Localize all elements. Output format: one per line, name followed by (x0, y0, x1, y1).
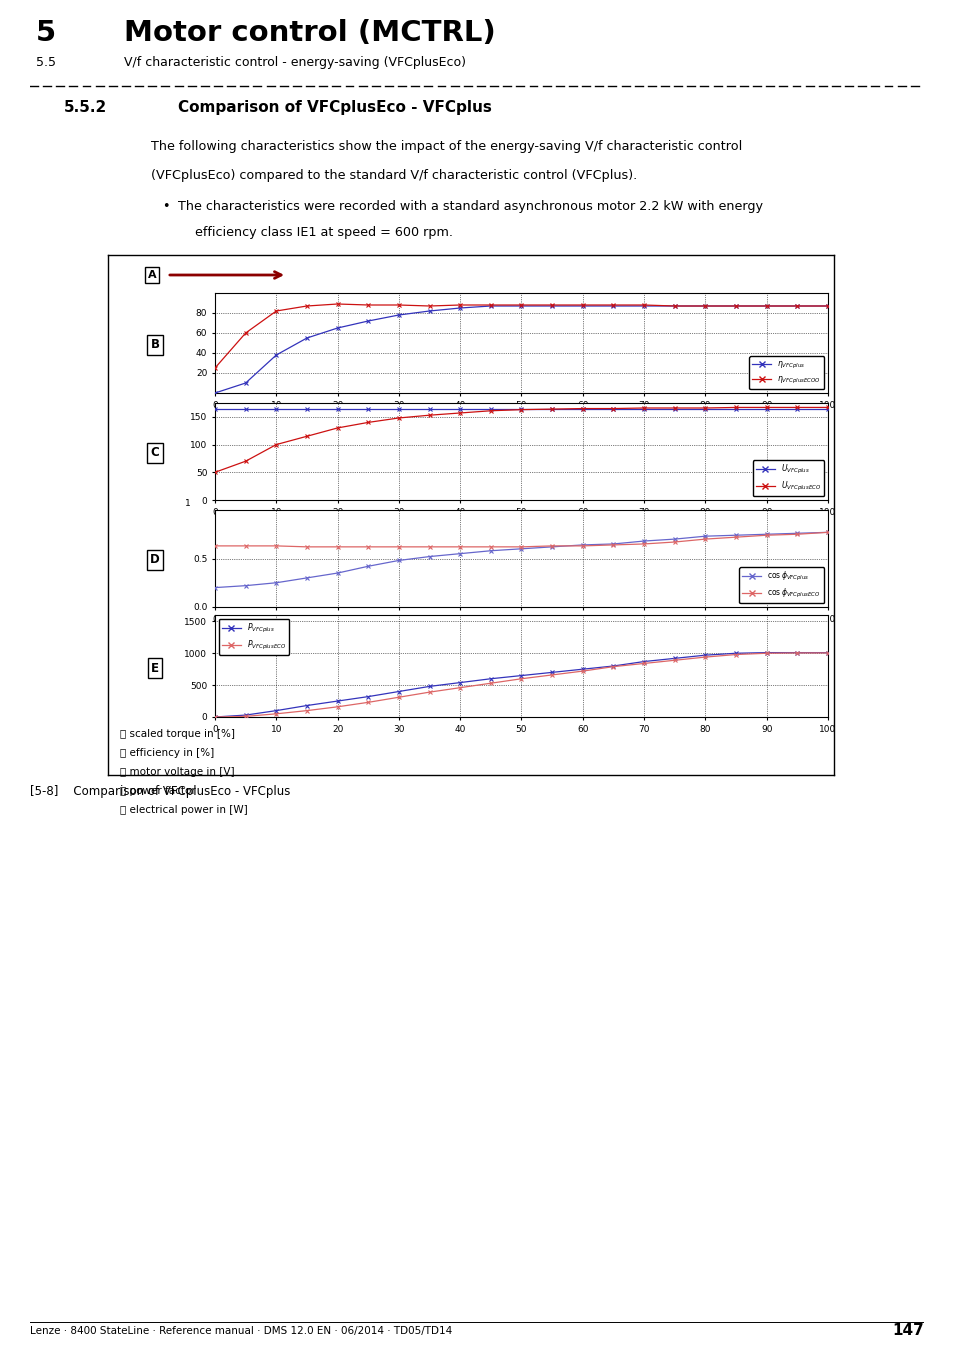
Text: Lenze · 8400 StateLine · Reference manual · DMS 12.0 EN · 06/2014 · TD05/TD14: Lenze · 8400 StateLine · Reference manua… (30, 1326, 452, 1335)
Text: C: C (151, 447, 159, 459)
Text: Motor control (MCTRL): Motor control (MCTRL) (124, 19, 496, 47)
Text: The following characteristics show the impact of the energy-saving V/f character: The following characteristics show the i… (151, 140, 741, 153)
Text: E: E (151, 662, 159, 675)
Text: efficiency class IE1 at speed = 600 rpm.: efficiency class IE1 at speed = 600 rpm. (195, 225, 453, 239)
Text: Ⓐ scaled torque in [%]: Ⓐ scaled torque in [%] (120, 729, 234, 738)
Text: •: • (162, 200, 170, 213)
Text: B: B (151, 339, 159, 351)
Legend: $P_{VFCplus}$, $P_{VFCplusECO}$: $P_{VFCplus}$, $P_{VFCplusECO}$ (218, 618, 289, 655)
Text: [5-8]    Comparison of VFCplusEco - VFCplus: [5-8] Comparison of VFCplusEco - VFCplus (30, 784, 290, 798)
Text: 5: 5 (36, 19, 56, 47)
Legend: $\cos \phi_{VFCplus}$, $\cos \phi_{VFCplusECO}$: $\cos \phi_{VFCplus}$, $\cos \phi_{VFCpl… (739, 567, 823, 603)
Legend: $U_{VFCplus}$, $U_{VFCplusECO}$: $U_{VFCplus}$, $U_{VFCplusECO}$ (752, 460, 823, 497)
Text: A: A (148, 270, 156, 279)
Legend: $\eta_{VFCplus}$, $\eta_{VFCplusECOO}$: $\eta_{VFCplus}$, $\eta_{VFCplusECOO}$ (748, 356, 823, 389)
Text: 147: 147 (891, 1323, 923, 1338)
Text: Ⓔ electrical power in [W]: Ⓔ electrical power in [W] (120, 805, 248, 814)
Text: 1: 1 (185, 500, 191, 508)
Text: The characteristics were recorded with a standard asynchronous motor 2.2 kW with: The characteristics were recorded with a… (177, 200, 761, 213)
Text: Ⓓ power factor: Ⓓ power factor (120, 786, 195, 795)
Text: (VFCplusEco) compared to the standard V/f characteristic control (VFCplus).: (VFCplusEco) compared to the standard V/… (151, 169, 637, 182)
Text: V/f characteristic control - energy-saving (VFCplusEco): V/f characteristic control - energy-savi… (124, 55, 465, 69)
Text: Ⓒ motor voltage in [V]: Ⓒ motor voltage in [V] (120, 767, 234, 776)
Text: 5.5.2: 5.5.2 (64, 100, 107, 115)
Text: Comparison of VFCplusEco - VFCplus: Comparison of VFCplusEco - VFCplus (177, 100, 491, 115)
Text: D: D (150, 554, 160, 567)
Text: Ⓑ efficiency in [%]: Ⓑ efficiency in [%] (120, 748, 214, 757)
Text: 5.5: 5.5 (36, 55, 56, 69)
